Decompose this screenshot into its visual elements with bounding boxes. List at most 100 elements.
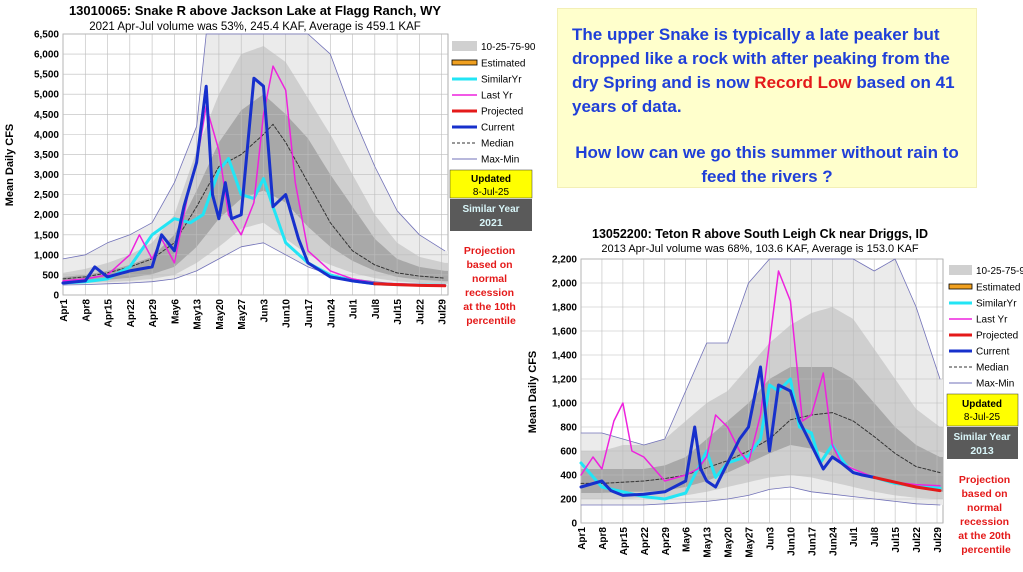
teton-similar-box (947, 427, 1018, 459)
snake-x-tick-label: Jun17 (304, 299, 315, 328)
teton-x-tick-label: Jul1 (849, 527, 860, 547)
teton-x-tick-label: Jun24 (828, 527, 839, 556)
snake-legend-label-projected: Projected (481, 107, 523, 118)
snake-x-tick-label: May27 (237, 299, 248, 330)
snake-updated-label: Updated (471, 174, 511, 185)
snake-x-tick-label: Jun3 (260, 299, 271, 323)
teton-updated-date: 8-Jul-25 (964, 412, 1001, 423)
snake-legend-label-median: Median (481, 139, 514, 150)
snake-x-tick-label: May6 (170, 299, 181, 324)
teton-x-tick-label: May20 (724, 527, 735, 558)
snake-y-tick-label: 3,500 (34, 150, 59, 161)
snake-legend-label-similaryr: SimilarYr (481, 75, 522, 86)
snake-similar-box (450, 199, 532, 231)
snake-line-max (62, 33, 446, 260)
teton-x-tick-label: Jun3 (766, 527, 777, 551)
snake-y-tick-label: 6,000 (34, 50, 59, 61)
teton-x-tick-label: Jul29 (933, 527, 944, 553)
snake-y-tick-label: 1,500 (34, 230, 59, 241)
snake-y-tick-label: 2,500 (34, 190, 59, 201)
teton-chart-title: 13052200: Teton R above South Leigh Ck n… (592, 227, 928, 241)
teton-x-tick-label: Apr29 (661, 527, 672, 556)
snake-x-tick-label: Jul29 (438, 299, 449, 325)
snake-x-tick-label: Apr15 (104, 299, 115, 328)
teton-similar-year: 2013 (970, 445, 994, 457)
teton-legend-label-projected: Projected (976, 331, 1018, 342)
snake-legend-swatch-estimated (451, 59, 478, 66)
teton-x-tick-label: Apr8 (598, 527, 609, 550)
snake-legend-band-swatch (452, 41, 477, 51)
snake-y-tick-label: 1,000 (34, 250, 59, 261)
teton-legend-label-estimated: Estimated (976, 283, 1020, 294)
teton-line-max (580, 258, 941, 446)
teton-y-tick-label: 200 (560, 495, 577, 506)
teton-x-tick-label: Apr15 (619, 527, 630, 556)
snake-x-tick-label: Apr22 (126, 299, 137, 328)
teton-x-tick-label: Apr1 (577, 527, 588, 550)
snake-y-tick-label: 3,000 (34, 170, 59, 181)
snake-x-tick-label: Jul8 (371, 299, 382, 319)
callout-question: How low can we go this summer without ra… (575, 143, 959, 186)
snake-line-projected (373, 282, 447, 288)
teton-x-tick-label: May13 (703, 527, 714, 558)
snake-y-tick-label: 6,500 (34, 30, 59, 41)
teton-x-tick-label: Jun17 (807, 527, 818, 556)
teton-line-projected (872, 475, 942, 493)
teton-y-tick-label: 2,000 (552, 279, 577, 290)
snake-legend-band-label: 10-25-75-90 (481, 42, 536, 53)
teton-chart-subtitle: 2013 Apr-Jul volume was 68%, 103.6 KAF, … (601, 243, 918, 255)
snake-x-tick-label: Jul1 (349, 299, 360, 319)
teton-y-tick-label: 1,000 (552, 399, 577, 410)
snake-x-tick-label: May13 (193, 299, 204, 330)
snake-x-tick-label: Apr1 (59, 299, 70, 322)
snake-y-tick-label: 500 (42, 270, 59, 281)
snake-line-last-yr (62, 65, 446, 286)
teton-line-median (580, 412, 941, 484)
snake-x-tick-label: Jul15 (393, 299, 404, 325)
teton-y-tick-label: 1,400 (552, 351, 577, 362)
teton-legend-label-current: Current (976, 347, 1010, 358)
snake-y-tick-label: 4,000 (34, 130, 59, 141)
teton-x-tick-label: Jul15 (891, 527, 902, 553)
teton-y-axis-label: Mean Daily CFS (527, 351, 539, 434)
snake-line-current (61, 76, 377, 286)
snake-x-tick-label: Jun10 (282, 299, 293, 328)
teton-x-tick-label: Jul8 (870, 527, 881, 547)
snake-y-tick-label: 2,000 (34, 210, 59, 221)
teton-x-tick-label: May6 (682, 527, 693, 552)
teton-legend-label-similaryr: SimilarYr (976, 299, 1017, 310)
callout-paragraph: The upper Snake is typically a late peak… (572, 23, 962, 119)
teton-legend-label-last-yr: Last Yr (976, 315, 1008, 326)
snake-legend-label-current: Current (481, 123, 515, 134)
snake-legend-label-max-min: Max-Min (481, 155, 519, 166)
teton-updated-label: Updated (962, 399, 1002, 410)
teton-y-tick-label: 0 (571, 519, 577, 530)
teton-x-tick-label: Jul22 (912, 527, 923, 553)
snake-similar-year: 2021 (479, 217, 503, 229)
teton-legend-swatch-estimated (948, 283, 973, 290)
snake-updated-date: 8-Jul-25 (473, 187, 510, 198)
teton-line-min (580, 486, 941, 506)
snake-x-tick-label: Apr29 (148, 299, 159, 328)
snake-x-tick-label: Jun24 (326, 299, 337, 328)
snake-y-tick-label: 5,500 (34, 70, 59, 81)
snake-line-min (62, 242, 446, 286)
snake-legend-label-estimated: Estimated (481, 59, 525, 70)
teton-similar-label: Similar Year (953, 432, 1010, 443)
teton-y-tick-label: 800 (560, 423, 577, 434)
snake-updated-box (449, 169, 533, 199)
record-low-highlight: Record Low (754, 73, 852, 92)
callout-text-part1: The upper Snake is typically a late peak… (572, 25, 950, 92)
teton-updated-box (946, 393, 1019, 427)
callout-text-part2: based on 41 years of data. (572, 73, 955, 116)
snake-x-tick-label: May20 (215, 299, 226, 330)
snake-x-tick-label: Apr8 (81, 299, 92, 322)
snake-y-tick-label: 5,000 (34, 90, 59, 101)
teton-legend-band-swatch (949, 265, 972, 275)
teton-y-tick-label: 1,600 (552, 327, 577, 338)
snake-chart-title: 13010065: Snake R above Jackson Lake at … (69, 3, 441, 18)
teton-projection-note: Projection based on normal recession at … (958, 474, 1013, 556)
teton-y-tick-label: 1,800 (552, 303, 577, 314)
teton-y-tick-label: 1,200 (552, 375, 577, 386)
snake-y-axis-label: Mean Daily CFS (4, 124, 16, 207)
